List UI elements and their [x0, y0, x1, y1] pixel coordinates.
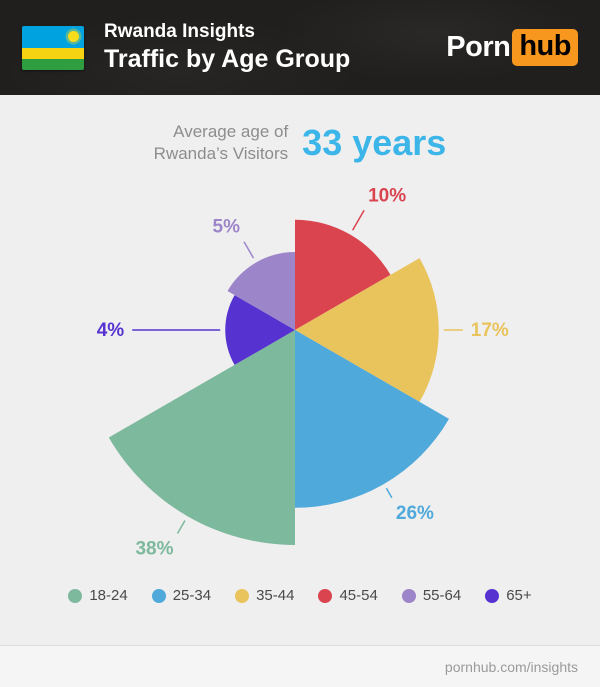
average-age-row: Average age of Rwanda’s Visitors 33 year…	[0, 121, 600, 165]
leader-line-25-34	[385, 488, 393, 499]
legend-dot-icon	[151, 588, 166, 603]
footer-link: pornhub.com/insights	[444, 658, 578, 675]
rwanda-flag-icon	[22, 25, 84, 70]
flag-sun-icon	[68, 30, 79, 42]
chart-legend: 18-24 25-34 35-44 45-54 55-64 65+	[0, 587, 600, 604]
legend-item-45-54: 45-54	[318, 587, 378, 605]
average-age-caption: Average age of Rwanda’s Visitors	[154, 121, 289, 165]
legend-item-25-34: 25-34	[151, 587, 212, 605]
caption-line1: Average age of	[173, 122, 289, 141]
slice-label-55-64: 5%	[213, 217, 241, 238]
legend-label: 45-54	[339, 587, 378, 605]
leader-line-45-54	[351, 210, 365, 231]
legend-label: 65+	[506, 587, 532, 605]
slice-label-35-44: 17%	[471, 320, 509, 341]
slice-label-18-24: 38%	[135, 539, 173, 560]
legend-item-55-64: 55-64	[401, 587, 462, 605]
average-age-value: 33 years	[302, 122, 447, 164]
slice-label-65+: 4%	[97, 320, 125, 341]
legend-item-18-24: 18-24	[68, 587, 128, 605]
legend-label: 25-34	[172, 587, 212, 605]
header: Rwanda Insights Traffic by Age Group Por…	[0, 0, 600, 95]
pornhub-logo: Porn hub	[446, 28, 578, 67]
legend-label: 18-24	[89, 587, 128, 605]
leader-line-18-24	[176, 520, 186, 535]
insights-label: Rwanda Insights	[104, 21, 255, 42]
logo-text-hub: hub	[512, 28, 578, 67]
pie-slice-18-24	[108, 330, 295, 546]
pie-slice-55-64	[227, 252, 295, 331]
logo-text-porn: Porn	[446, 31, 511, 63]
legend-item-35-44: 35-44	[235, 587, 294, 604]
legend-dot-icon	[318, 588, 333, 603]
header-titles: Rwanda Insights Traffic by Age Group	[104, 21, 350, 74]
traffic-rose-chart: 10% 17% 26% 38% 4% 5%	[97, 185, 509, 560]
flag-yellow-band	[22, 47, 84, 59]
leader-line-55-64	[243, 241, 255, 259]
pie-slice-25-34	[295, 330, 449, 508]
flag-green-band	[22, 58, 84, 70]
chart-area: 10% 17% 26% 38% 4% 5%	[0, 165, 600, 561]
legend-label: 35-44	[256, 587, 295, 605]
flag-blue-band	[22, 25, 84, 48]
legend-dot-icon	[401, 588, 416, 603]
caption-line2: Rwanda’s Visitors	[153, 144, 289, 164]
legend-dot-icon	[68, 588, 83, 603]
pie-slice-45-54	[295, 219, 391, 331]
legend-item-65+: 65+	[485, 587, 532, 605]
slice-label-45-54: 10%	[368, 185, 406, 206]
legend-dot-icon	[485, 588, 500, 603]
slice-label-25-34: 26%	[396, 503, 434, 524]
legend-label: 55-64	[422, 587, 462, 605]
page-title: Traffic by Age Group	[104, 45, 351, 73]
footer: pornhub.com/insights	[0, 645, 600, 687]
legend-dot-icon	[235, 588, 250, 603]
pie-slice-35-44	[295, 258, 439, 403]
pie-slice-65+	[225, 295, 295, 366]
